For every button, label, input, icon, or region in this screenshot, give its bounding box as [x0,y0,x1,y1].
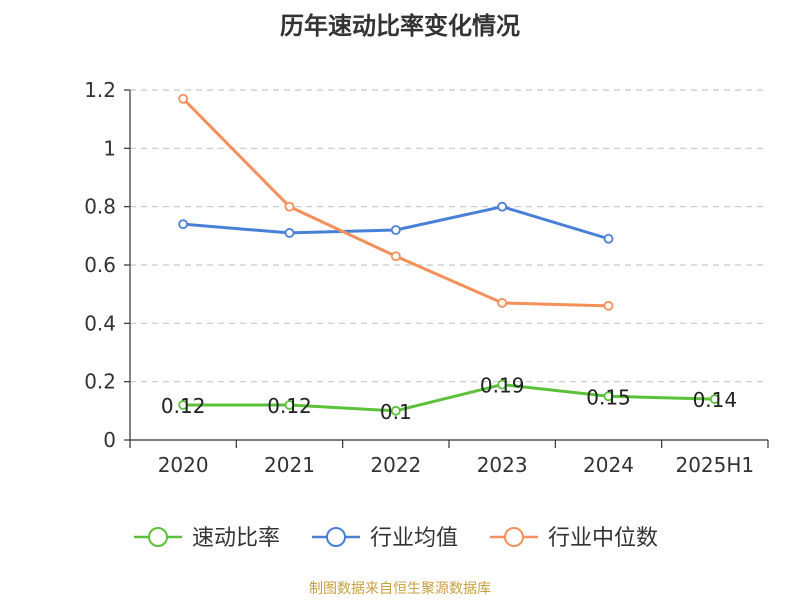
data-point [284,201,295,212]
data-point [390,251,401,262]
y-tick-label: 1 [103,136,116,160]
data-point [390,225,401,235]
data-point [284,228,295,238]
data-point [178,93,189,104]
x-tick-label: 2025H1 [675,453,754,477]
x-tick-label: 2021 [264,453,315,477]
data-label: 0.1 [380,400,412,424]
y-tick-label: 0.6 [84,253,116,277]
x-tick-label: 2022 [370,453,421,477]
x-tick-label: 2024 [583,453,634,477]
data-point [178,400,189,410]
data-point [497,379,508,390]
data-label: 0.19 [480,374,525,398]
chart-title: 历年速动比率变化情况 [280,12,520,40]
x-tick-label: 2023 [477,453,528,477]
data-point [497,201,508,212]
legend-label: 行业中位数 [548,526,658,551]
legend-item[interactable]: 速动比率 [134,526,280,551]
series-line [182,97,609,308]
y-tick-label: 0.8 [84,195,116,219]
data-point [709,394,720,405]
data-point [178,219,189,230]
data-label: 0.12 [161,394,206,418]
data-point [390,405,401,416]
y-tick-label: 0 [103,428,116,452]
legend-label: 行业均值 [370,526,458,551]
data-label: 0.15 [586,385,631,409]
data-label: 0.12 [267,394,312,418]
y-tick-label: 1.2 [84,78,116,102]
legend-marker [326,527,346,547]
legend-item[interactable]: 行业均值 [312,526,458,551]
data-point [603,300,614,311]
data-point [497,298,508,308]
source-note: 制图数据来自恒生聚源数据库 [309,581,491,597]
data-point [603,233,614,244]
legend-marker [504,527,524,547]
legend-marker [148,527,168,547]
legend-item[interactable]: 行业中位数 [490,526,658,551]
data-label: 0.14 [693,388,738,412]
legend-label: 速动比率 [192,526,280,551]
y-tick-label: 0.4 [84,311,116,335]
data-point [603,391,614,402]
x-tick-label: 2020 [158,453,209,477]
series-line [183,383,715,413]
data-point [284,400,295,410]
y-tick-label: 0.2 [84,370,116,394]
